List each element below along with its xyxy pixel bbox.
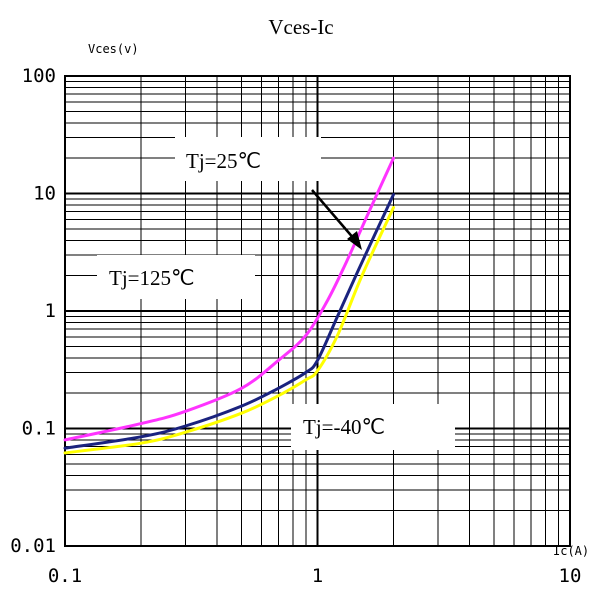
x-tick-label: 1 <box>312 565 323 587</box>
chart-title: Vces-Ic <box>268 15 333 39</box>
series-line-1 <box>63 193 395 450</box>
annotation-tj-40-text: Tj=-40℃ <box>303 415 385 439</box>
y-tick-label: 100 <box>22 65 56 87</box>
y-tick-label: 1 <box>45 300 56 322</box>
y-tick-label: 10 <box>33 183 56 205</box>
plot-frame <box>64 75 571 547</box>
y-axis-label: Vces(v) <box>88 42 139 56</box>
annotation-tj25: Tj=25℃ <box>175 137 321 181</box>
annotation-tj25-text: Tj=25℃ <box>186 149 261 173</box>
annotation-tj125: Tj=125℃ <box>97 255 255 299</box>
annotation-tj125-text: Tj=125℃ <box>109 266 195 290</box>
x-axis-label: Ic(A) <box>553 544 589 558</box>
annotation-arrow <box>311 189 362 250</box>
x-tick-label: 0.1 <box>48 565 82 587</box>
series-line-2 <box>63 206 395 455</box>
annotation-tj-40: Tj=-40℃ <box>291 404 455 450</box>
tick-labels: 0.1 1 10 100 10 1 0.1 0.01 <box>10 65 581 587</box>
y-tick-label: 0.1 <box>22 418 56 440</box>
y-tick-label: 0.01 <box>10 535 56 557</box>
x-tick-label: 10 <box>559 565 582 587</box>
